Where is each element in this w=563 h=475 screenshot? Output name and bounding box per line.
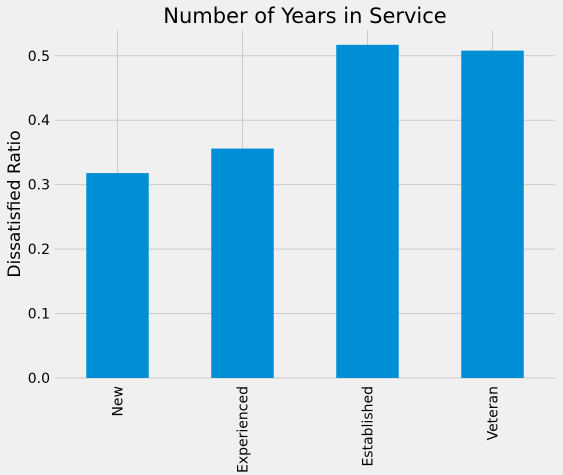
y-tick-label: 0.4	[28, 113, 50, 129]
y-tick-label: 0.3	[28, 178, 50, 194]
y-axis-label: Dissatisfied Ratio	[5, 130, 25, 277]
y-tick-label: 0.1	[28, 307, 50, 323]
x-tick-labels: New Experienced Established Veteran	[111, 386, 502, 473]
y-tick-labels: 0.0 0.1 0.2 0.3 0.4 0.5	[28, 49, 50, 387]
chart-title: Number of Years in Service	[163, 4, 446, 28]
x-tick-label: New	[111, 386, 127, 417]
y-tick-label: 0.0	[28, 371, 50, 387]
bar-experienced	[211, 148, 274, 378]
y-tick-label: 0.2	[28, 242, 50, 258]
x-tick-label: Veteran	[486, 386, 502, 440]
x-tick-label: Established	[361, 386, 377, 467]
bar-veteran	[461, 50, 524, 378]
bar-established	[336, 44, 399, 378]
bars	[86, 44, 524, 378]
y-tick-label: 0.5	[28, 49, 50, 65]
x-tick-label: Experienced	[236, 386, 252, 473]
bar-new	[86, 173, 149, 378]
